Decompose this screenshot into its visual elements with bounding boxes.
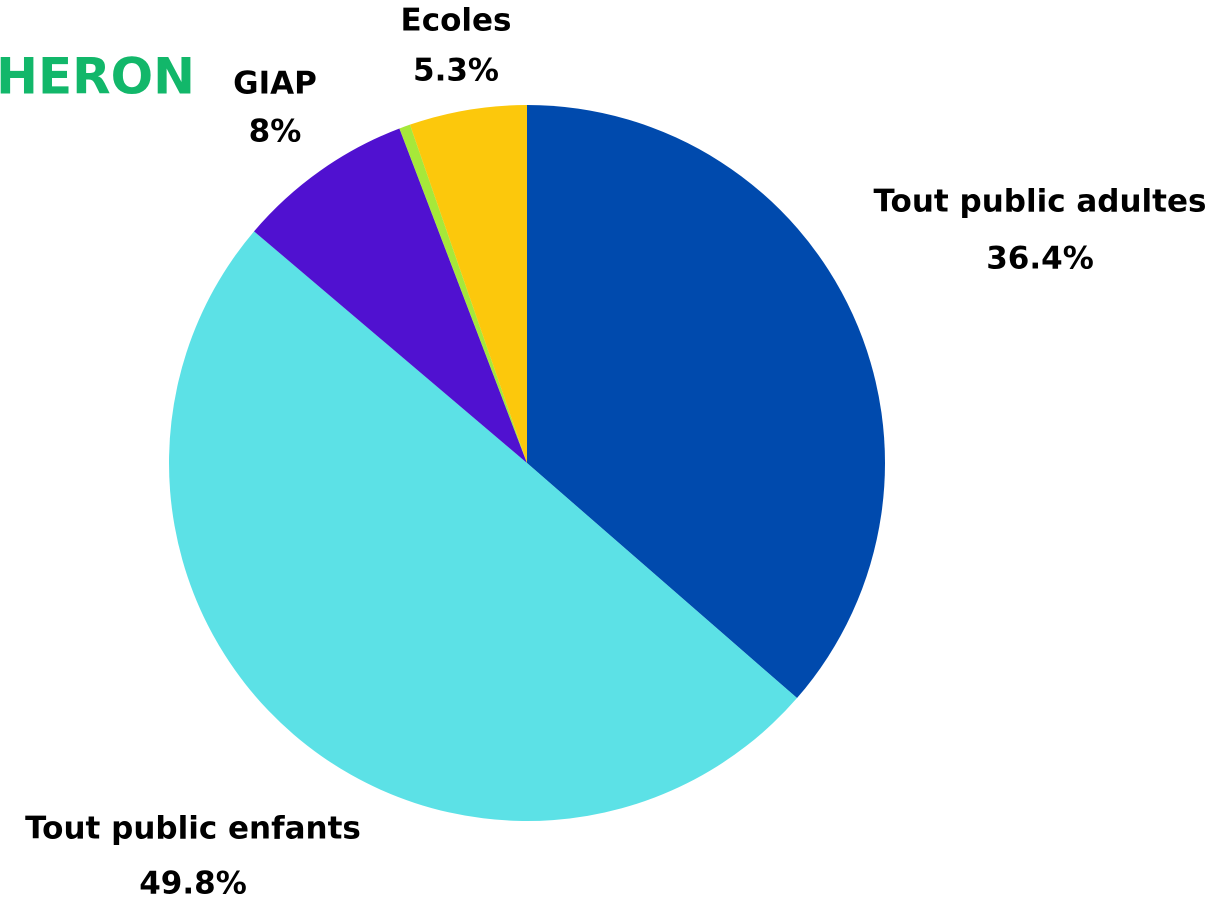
pie-slice: [169, 231, 798, 821]
pie-slice: [527, 105, 885, 699]
slice-value-label: 5.3%: [413, 53, 499, 89]
slice-label: Tout public enfants: [25, 811, 361, 847]
slice-value-label: 8%: [249, 114, 302, 150]
pie-slice: [254, 128, 527, 463]
slice-label: Ecoles: [401, 3, 512, 39]
pie-slice: [409, 105, 527, 463]
slice-label: Tout public adultes: [874, 184, 1207, 220]
slice-value-label: 36.4%: [986, 241, 1094, 277]
slice-value-label: 49.8%: [139, 866, 247, 900]
pie-slice: [399, 124, 527, 463]
brand-logo: HERON: [0, 48, 195, 106]
slice-label: GIAP: [233, 66, 317, 102]
